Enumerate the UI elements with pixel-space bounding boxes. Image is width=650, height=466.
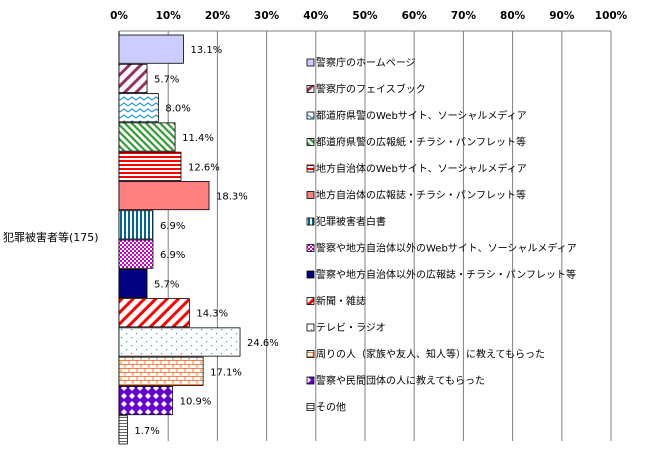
bar: [118, 122, 176, 152]
legend-label: テレビ・ラジオ: [316, 322, 386, 334]
legend: 警察庁のホームページ警察庁のフェイスブック都道府県警のWebサイト、ソーシャルメ…: [306, 56, 577, 414]
bar: [118, 239, 154, 269]
legend-swatch: [306, 58, 315, 67]
category-label: 犯罪被害者等(175): [3, 230, 99, 244]
data-label: 12.6%: [188, 162, 220, 173]
data-label: 18.3%: [216, 192, 248, 203]
bar: [118, 151, 182, 181]
bar: [118, 415, 128, 445]
x-tick-label: 50%: [352, 10, 378, 22]
data-label: 1.7%: [134, 426, 159, 437]
data-label: 5.7%: [154, 74, 179, 85]
bar: [118, 93, 159, 123]
x-tick-label: 20%: [205, 10, 231, 22]
x-tick-label: 0%: [110, 10, 128, 22]
legend-swatch: [306, 85, 315, 93]
legend-swatch: [306, 138, 315, 146]
gridlines: [118, 30, 612, 441]
legend-swatch: [306, 297, 315, 305]
data-label: 17.1%: [210, 367, 242, 378]
bars: [118, 34, 241, 445]
data-label: 6.9%: [160, 221, 185, 232]
bar: [118, 268, 148, 298]
data-label: 10.9%: [180, 397, 212, 408]
legend-label: 警察や地方自治体以外のWebサイト、ソーシャルメディア: [316, 242, 577, 255]
x-tick-label: 100%: [595, 10, 628, 22]
bar: [118, 386, 174, 416]
data-label: 11.4%: [182, 133, 214, 144]
legend-label: 地方自治体のWebサイト、ソーシャルメディア: [316, 162, 527, 175]
legend-label: 警察庁のホームページ: [316, 56, 416, 69]
x-tick-label: 90%: [549, 10, 575, 22]
legend-label: 警察や地方自治体以外の広報誌・チラシ・パンフレット等: [316, 268, 576, 281]
x-tick-label: 10%: [156, 10, 182, 22]
legend-swatch: [306, 164, 315, 173]
legend-swatch: [306, 270, 315, 279]
bar: [118, 210, 154, 240]
legend-label: 地方自治体の広報誌・チラシ・パンフレット等: [316, 189, 526, 202]
bar: [118, 327, 241, 357]
legend-swatch: [306, 217, 315, 226]
data-label: 14.3%: [196, 309, 228, 320]
x-axis-ticks: 0% 10% 20% 30% 40% 50% 60% 70% 80% 90% 100%: [110, 10, 628, 22]
data-label: 6.9%: [160, 250, 185, 261]
legend-swatch: [306, 376, 315, 385]
bar: [118, 298, 190, 328]
x-tick-label: 30%: [254, 10, 280, 22]
legend-swatch: [306, 191, 315, 199]
legend-label: 周りの人（家族や友人、知人等）に教えてもらった: [316, 348, 545, 361]
legend-swatch: [306, 323, 315, 332]
legend-swatch: [306, 403, 315, 411]
legend-swatch: [306, 350, 315, 358]
legend-label: 新聞・雑誌: [316, 295, 366, 308]
legend-label: 都道府県警のWebサイト、ソーシャルメディア: [316, 109, 527, 122]
legend-label: 都道府県警の広報紙・チラシ・パンフレット等: [316, 136, 526, 149]
data-label: 8.0%: [165, 104, 190, 115]
x-tick-label: 40%: [303, 10, 329, 22]
bar: [118, 356, 204, 386]
x-tick-label: 80%: [500, 10, 526, 22]
data-label: 13.1%: [190, 45, 222, 56]
x-tick-label: 70%: [451, 10, 477, 22]
x-tick-label: 60%: [402, 10, 428, 22]
legend-swatch: [306, 244, 315, 252]
legend-label: 警察や民間団体の人に教えてもらった: [316, 374, 485, 387]
bar: [118, 63, 148, 93]
legend-label: 犯罪被害者白書: [316, 215, 386, 228]
legend-swatch: [306, 111, 315, 120]
data-label: 5.7%: [154, 279, 179, 290]
legend-label: その他: [316, 401, 346, 414]
legend-label: 警察庁のフェイスブック: [316, 83, 426, 96]
data-labels: 13.1% 5.7% 8.0% 11.4% 12.6% 18.3% 6.9% 6.9% 5.7%…: [134, 45, 278, 437]
data-label: 24.6%: [247, 338, 279, 349]
bar: [118, 181, 210, 211]
bar: [118, 34, 184, 64]
